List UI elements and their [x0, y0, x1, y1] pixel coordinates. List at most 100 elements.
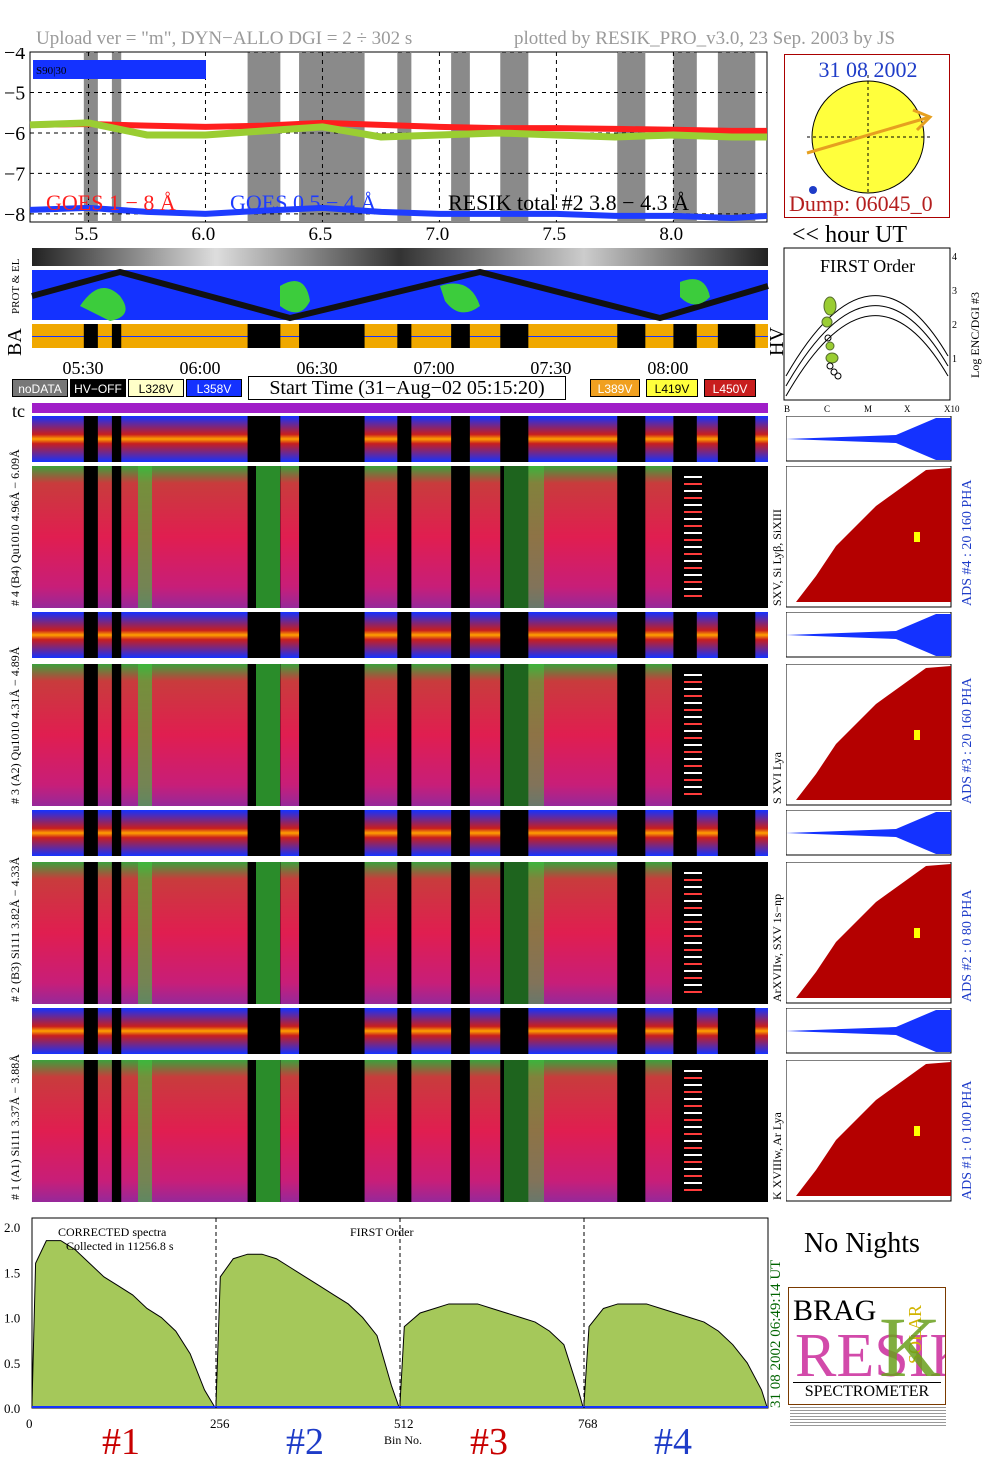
pha-histogram-3 — [786, 612, 952, 658]
emission-lines-4: SXV, Si Lyβ, SiXIII — [770, 509, 784, 606]
spectra-x-ticks: 0 256 512 768 — [26, 1416, 598, 1431]
clock-tick-label: 07:00 — [413, 358, 455, 378]
ba-gap-7 — [617, 324, 646, 348]
ba-gap-8 — [673, 324, 697, 348]
clock-tick-label: 06:30 — [296, 358, 338, 378]
spectra-dividers — [215, 1218, 585, 1408]
section-label-1: #1 — [102, 1421, 140, 1463]
orbit-track — [31, 268, 769, 322]
first-order-open-points — [824, 334, 842, 380]
series-line-1 — [29, 119, 767, 134]
fo-ytick: 1 — [952, 354, 957, 365]
section-label-2: #2 — [286, 1421, 324, 1463]
logo-credits-text — [790, 1406, 946, 1428]
illumination-strip — [32, 248, 768, 266]
orbit-status-strips — [31, 248, 769, 348]
spectrum-area-3 — [399, 1303, 584, 1409]
spacecraft-dot — [809, 186, 817, 194]
hour-tick-label: 7.0 — [425, 224, 450, 245]
spectra-title: CORRECTED spectra — [58, 1225, 167, 1239]
ads-histogram-1 — [786, 1060, 952, 1202]
header-plot-credit: plotted by RESIK_PRO_v3.0, 23 Sep. 2003 … — [514, 28, 896, 49]
spectrogram-2 — [32, 862, 768, 1004]
goes-class-letter: X — [768, 48, 770, 59]
pha-strip-1 — [32, 1008, 768, 1054]
sun-disk-diagram — [806, 75, 933, 195]
spectrum-area-2 — [215, 1253, 400, 1409]
clock-tick-label: 05:30 — [62, 358, 104, 378]
goes-y-ticks: −8 −7 −6 −5 −4 — [4, 48, 25, 226]
spectrum-area-4 — [583, 1303, 768, 1409]
night-interval-3 — [299, 52, 365, 222]
spectra-y-ticks: 0.0 0.5 1.0 1.5 2.0 — [4, 1220, 20, 1416]
spectrogram-3 — [32, 664, 768, 806]
emission-lines-3: S XVI Lya — [770, 752, 784, 804]
header-upload-info: Upload ver = "m", DYN−ALLO DGI = 2 ÷ 302… — [36, 28, 413, 49]
spectra-ytick: 2.0 — [4, 1220, 20, 1235]
spectra-side-date: 31 08 2002 06:49:14 UT — [768, 1259, 784, 1408]
ads-histogram-3 — [786, 664, 952, 806]
fo-ytick: 4 — [952, 252, 957, 263]
ba-gap-5 — [451, 324, 470, 348]
section-label-4: #4 — [654, 1421, 692, 1463]
goes-ytick-label: −5 — [4, 82, 25, 104]
clock-tick-label: 07:30 — [530, 358, 572, 378]
ads-label-4: ADS #4 : 20 160 PHA — [960, 479, 975, 606]
clock-tick-label: 08:00 — [647, 358, 689, 378]
logo-top-letters: BRAG — [793, 1294, 876, 1327]
logo-big-letters: RESIK — [795, 1322, 946, 1390]
ads-label-2: ADS #2 : 0 80 PHA — [960, 889, 975, 1002]
spectra-xtick: 768 — [578, 1416, 598, 1431]
goes-class-letter: C — [768, 128, 770, 140]
legend-l389v: L389V — [590, 379, 640, 397]
channel-label-1: # 1 (A1) Si111 3.37Å − 3.88Å — [8, 1054, 22, 1200]
resik-logo: BRAG RESIK SOLAR K SPECTROMETER — [788, 1287, 946, 1405]
section-label-3: #3 — [470, 1421, 508, 1463]
resik-logo-graphic: BRAG RESIK SOLAR K — [793, 1294, 946, 1395]
hour-tick-label: 7.5 — [542, 224, 567, 245]
goes-ytick-label: −7 — [4, 163, 25, 185]
spectra-subtitle: Collected in 11256.8 s — [66, 1239, 174, 1253]
goes-lightcurve-chart: S90|30 −8 −7 −6 −5 −4 GOES 1 − 8 Å GOES 0.5 … — [4, 48, 770, 226]
legend-nodata: noDATA — [12, 379, 68, 397]
spacecraft-direction-arrow — [806, 115, 931, 155]
goes-series — [29, 119, 768, 221]
spectra-ytick: 0.5 — [4, 1356, 20, 1371]
first-order-frame — [783, 247, 951, 401]
sun-position-panel: 31 08 2002 Dump: 06045_0 — [784, 54, 950, 218]
no-nights-label: No Nights — [804, 1228, 920, 1259]
tc-label: tc — [12, 401, 25, 421]
pha-histogram-2 — [786, 810, 952, 856]
legend-resik-total: RESIK total #2 3.8 − 4.3 Å — [448, 190, 689, 215]
legend-goes-1-8: GOES 1 − 8 Å — [46, 190, 176, 215]
fo-xtick: X — [904, 404, 911, 414]
ba-gap-6 — [500, 324, 529, 348]
first-order-y-ticks: 1 2 3 4 — [952, 252, 957, 365]
first-order-ylabel: Log ENC/DGI #3 — [968, 292, 982, 378]
channel-label-2: # 2 (B3) Si111 3.82Å − 4.33Å — [8, 856, 22, 1002]
ads-label-1: ADS #1 : 0 100 PHA — [960, 1080, 975, 1200]
goes-ytick-label: −4 — [4, 48, 25, 64]
first-order-title: FIRST Order — [820, 256, 915, 276]
night-interval-0 — [83, 52, 98, 222]
ba-label: BA — [4, 328, 26, 356]
fo-ytick: 3 — [952, 286, 957, 297]
spectra-ytick: 1.0 — [4, 1311, 20, 1326]
legend-hv-off: HV−OFF — [70, 379, 126, 397]
night-interval-1 — [111, 52, 122, 222]
ads-histogram-2 — [786, 862, 952, 1004]
legend-l358v: L358V — [186, 379, 242, 397]
fo-xtick: M — [864, 404, 872, 414]
s-range-label: S90|30 — [36, 65, 67, 77]
fo-xtick: X10 — [944, 404, 960, 414]
ba-gap-1 — [111, 324, 122, 348]
start-time-box: Start Time (31−Aug−02 05:15:20) — [248, 376, 566, 400]
svg-text:K: K — [879, 1299, 941, 1395]
spectra-ytick: 0.0 — [4, 1401, 20, 1416]
first-order-x-ticks: B C M X X10 — [784, 404, 960, 414]
ba-gap-3 — [299, 324, 365, 348]
legend-l419v: L419V — [646, 379, 698, 397]
spectra-xtick: 0 — [26, 1416, 33, 1431]
spectra-first-order-label: FIRST Order — [350, 1225, 413, 1239]
hour-tick-label: 5.5 — [74, 224, 99, 245]
